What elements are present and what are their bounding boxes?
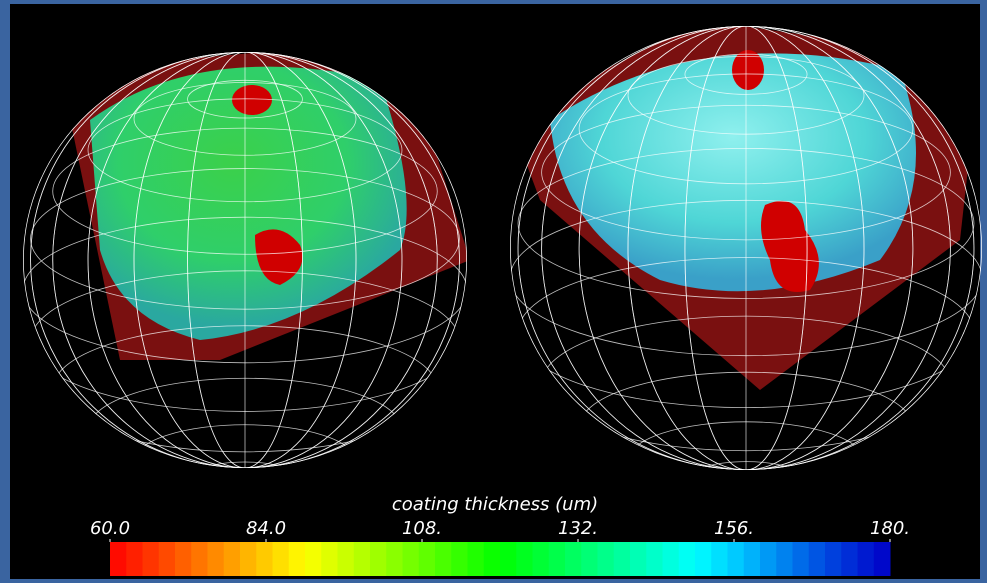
- wire-latitude: [510, 199, 982, 357]
- colorbar-step: [223, 542, 241, 576]
- colorbar-step: [760, 542, 777, 576]
- colorbar-step: [435, 542, 452, 576]
- wire-meridian: [578, 26, 914, 470]
- colorbar-step: [581, 542, 598, 576]
- colorbar-step: [630, 542, 647, 576]
- colorbar-step: [158, 542, 176, 576]
- wire-latitude: [578, 73, 914, 185]
- colorbar-title: coating thickness (um): [392, 494, 598, 515]
- colorbar-step: [288, 542, 306, 576]
- wire-latitude: [87, 98, 403, 203]
- colorbar-step: [142, 542, 160, 576]
- colorbar-step: [825, 542, 842, 576]
- wire-meridian: [87, 52, 403, 468]
- wire-latitude: [684, 53, 808, 95]
- tick-label: 84.0: [246, 518, 286, 539]
- right-sample: [510, 26, 982, 470]
- wire-latitude: [133, 82, 357, 156]
- tick-label: 180.: [870, 518, 910, 539]
- colorbar-step: [256, 542, 273, 576]
- wire-meridian: [627, 26, 865, 470]
- wire-meridian: [187, 52, 303, 468]
- tick-label: 156.: [714, 518, 754, 539]
- colorbar-step: [386, 542, 403, 576]
- wire-meridian: [684, 26, 808, 470]
- colorbar-step: [613, 542, 631, 576]
- colorbar-step: [873, 542, 891, 576]
- wire-meridian: [541, 26, 951, 470]
- colorbar-step: [808, 542, 826, 576]
- colorbar-step: [370, 542, 387, 576]
- red-spot: [761, 200, 819, 292]
- wire-latitude: [187, 461, 303, 468]
- colorbar-step: [305, 542, 322, 576]
- colorbar-step: [857, 542, 875, 576]
- wire-latitude: [517, 147, 975, 299]
- tick-label: 132.: [558, 518, 598, 539]
- colorbar-step: [776, 542, 793, 576]
- colorbar-step: [532, 542, 550, 576]
- tick-label: 60.0: [90, 518, 130, 539]
- colorbar-step: [240, 542, 257, 576]
- colorbar-step: [711, 542, 728, 576]
- colorbar-step: [841, 542, 858, 576]
- colorbar-step: [467, 542, 485, 576]
- wire-latitude: [30, 168, 460, 310]
- wire-latitude: [187, 79, 303, 119]
- colorbar-step: [402, 542, 420, 576]
- colorbar-step: [727, 542, 745, 576]
- colorbar-step: [597, 542, 615, 576]
- colorbar-step: [126, 542, 143, 576]
- colorbar-step: [418, 542, 436, 576]
- tick-label: 108.: [402, 518, 442, 539]
- wire-latitude: [541, 104, 951, 241]
- red-spot: [732, 50, 764, 90]
- wire-meridian: [52, 52, 438, 468]
- wire-meridian: [30, 52, 460, 468]
- wire-latitude: [23, 216, 467, 364]
- colorbar-step: [175, 542, 192, 576]
- colorbar-step: [662, 542, 680, 576]
- colorbar-step: [695, 542, 712, 576]
- colorbar-step: [353, 542, 371, 576]
- left-sample: [23, 52, 467, 468]
- wire-latitude: [52, 127, 438, 255]
- colorbar-step: [646, 542, 663, 576]
- wire-latitude: [627, 56, 865, 135]
- colorbar-step: [678, 542, 696, 576]
- colorbar-step: [500, 542, 517, 576]
- cyan-region: [550, 53, 916, 292]
- colorbar-step: [548, 542, 566, 576]
- colorbar-step: [337, 542, 355, 576]
- wire-meridian: [133, 52, 357, 468]
- colorbar: 60.0 84.0 108. 132. 156. 180.: [90, 518, 910, 576]
- colorbar-step: [110, 542, 127, 576]
- colorbar-step: [743, 542, 761, 576]
- wire-meridian: [517, 26, 975, 470]
- colorbar-step: [191, 542, 208, 576]
- colorbar-step: [792, 542, 810, 576]
- colorbar-step: [207, 542, 225, 576]
- green-region: [90, 66, 407, 341]
- colorbar-step: [483, 542, 501, 576]
- colorbar-step: [321, 542, 338, 576]
- colorbar-step: [565, 542, 582, 576]
- colorbar-step: [451, 542, 468, 576]
- colorbar-step: [272, 542, 290, 576]
- wire-latitude: [684, 461, 808, 470]
- colorbar-step: [516, 542, 533, 576]
- red-spot: [232, 85, 272, 115]
